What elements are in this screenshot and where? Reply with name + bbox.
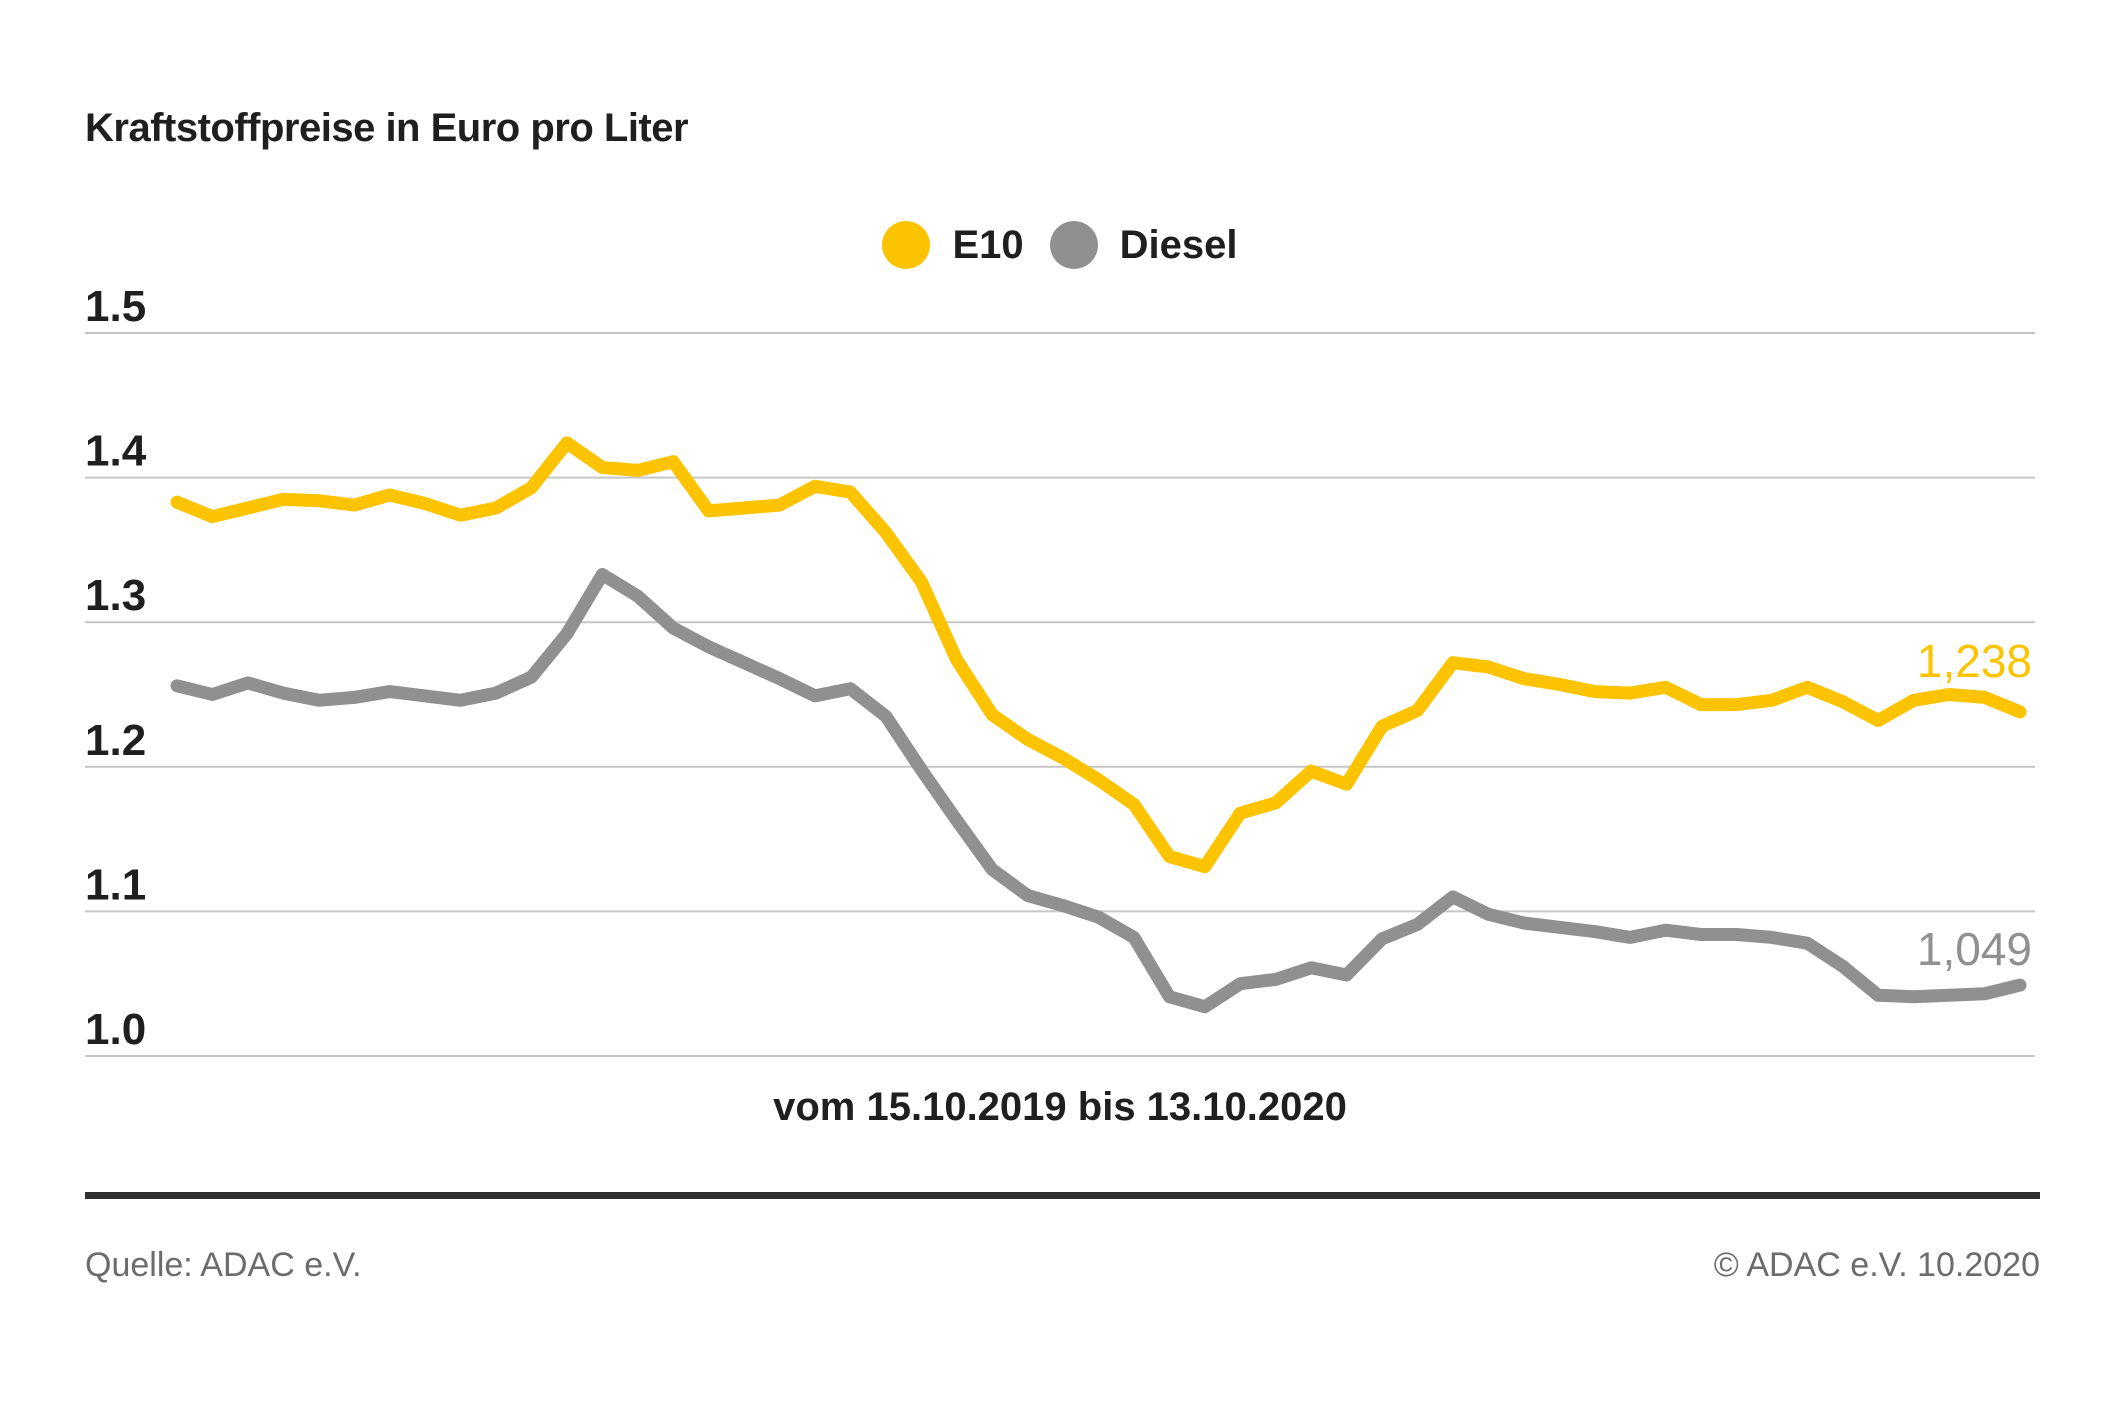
end-label-diesel: 1,049 <box>1917 923 2032 975</box>
legend-label-e10: E10 <box>952 222 1024 267</box>
y-tick-label-1.2: 1.2 <box>85 716 146 765</box>
page-title: Kraftstoffpreise in Euro pro Liter <box>85 106 689 150</box>
copyright-text: © ADAC e.V. 10.2020 <box>1713 1246 2040 1284</box>
e10-color-dot-icon <box>882 221 931 269</box>
y-tick-label-1.5: 1.5 <box>85 282 146 331</box>
y-tick-label-1.1: 1.1 <box>85 860 146 909</box>
legend-item-e10: E10 <box>882 221 1024 269</box>
legend-label-diesel: Diesel <box>1119 222 1238 267</box>
legend-item-diesel: Diesel <box>1049 221 1238 269</box>
y-tick-label-1.0: 1.0 <box>85 1005 146 1054</box>
x-axis-label: vom 15.10.2019 bis 13.10.2020 <box>773 1085 1347 1129</box>
line-diesel <box>170 568 2027 1014</box>
series-end-labels: 1,238 1,049 <box>1917 635 2032 975</box>
y-axis-tick-labels: 1.5 1.4 1.3 1.2 1.1 1.0 <box>85 282 147 1054</box>
end-label-e10: 1,238 <box>1917 635 2032 687</box>
diesel-color-dot-icon <box>1049 221 1098 269</box>
source-text: Quelle: ADAC e.V. <box>85 1246 362 1284</box>
footer-divider <box>85 1192 2040 1199</box>
chart-legend: E10 Diesel <box>85 221 2035 269</box>
series-lines <box>170 436 2027 1014</box>
y-tick-label-1.4: 1.4 <box>85 427 147 476</box>
y-tick-label-1.3: 1.3 <box>85 571 146 620</box>
line-e10 <box>170 436 2027 874</box>
